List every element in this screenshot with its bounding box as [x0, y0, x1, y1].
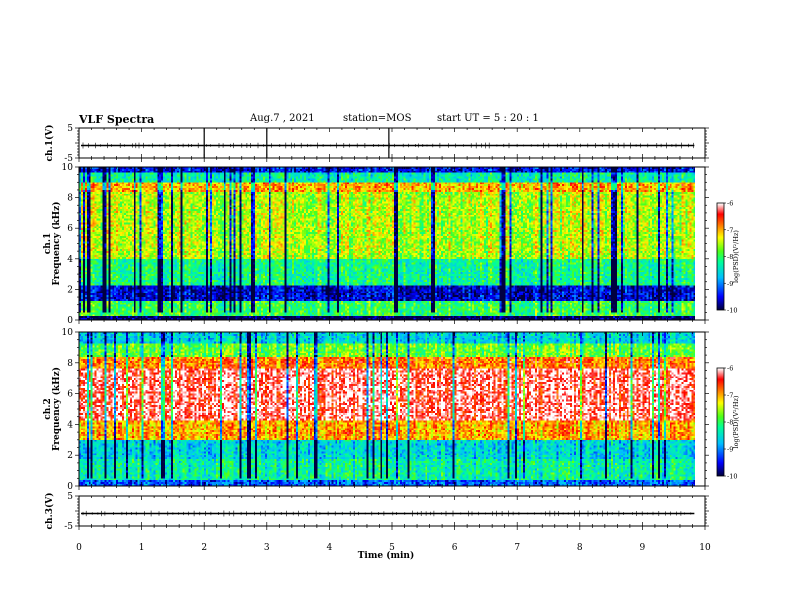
ch2-spectrogram-y-tick-label: 4 [67, 420, 73, 430]
ch3-waveform-y-axis-label: ch.3(V) [44, 493, 55, 530]
ch1-spectrogram-y-tick-label: 8 [67, 194, 73, 204]
ch1-spectrogram-y-axis-label: ch.1 [43, 233, 53, 254]
ch1-spectrogram-y-tick-label: 2 [67, 285, 73, 295]
ch1-waveform-y-tick-label: -5 [64, 154, 73, 164]
ch2-spectrogram-colorbar-tick-label: -6 [727, 365, 733, 373]
ch1-spectrogram-y-tick-label: 6 [67, 224, 73, 234]
ch3-waveform-y-tick-label: -5 [64, 522, 73, 532]
ch1-spectrogram-colorbar-tick-label: -10 [727, 307, 737, 315]
ch2-spectrogram-y-axis-label: ch.2 [43, 398, 53, 419]
ch1-spectrogram-colorbar-label: log(PSD)(V²/Hz) [732, 230, 740, 283]
x-tick-label: 9 [640, 543, 646, 553]
x-tick-label: 0 [76, 543, 82, 553]
ch1-spectrogram-y-axis-label: Frequency (kHz) [51, 201, 62, 285]
x-tick-label: 8 [577, 543, 583, 553]
ch2-spectrogram-colorbar-tick-label: -10 [727, 473, 737, 481]
start-time-label: start UT = 5 : 20 : 1 [437, 113, 539, 124]
ch1-waveform-noise [82, 142, 694, 149]
ch3-waveform-noise [82, 510, 692, 517]
ch1-waveform-y-tick-label: 5 [67, 124, 73, 134]
ch2-spectrogram-colorbar-label: log(PSD)(V²/Hz) [732, 395, 740, 448]
ch2-spectrogram-y-axis-label: Frequency (kHz) [51, 367, 62, 451]
x-tick-label: 2 [201, 543, 207, 553]
ch1-spectrogram-colorbar-tick-label: -6 [727, 200, 733, 208]
ch1-waveform-y-axis-label: ch.1(V) [44, 125, 55, 162]
ch2-spectrogram-y-tick-label: 8 [67, 359, 73, 369]
x-tick-label: 7 [514, 543, 520, 553]
ch1-spectrogram-colorbar [717, 203, 724, 310]
x-tick-label: 3 [264, 543, 270, 553]
ch2-spectrogram-y-tick-label: 0 [67, 482, 73, 492]
ch1-spectrogram-image [79, 167, 705, 320]
station-label: station=MOS [343, 113, 412, 124]
ch1-spectrogram-y-tick-label: 4 [67, 255, 73, 265]
ch1-spectrogram-colorbar-tick-label: -7 [727, 226, 733, 234]
ch1-spectrogram-colorbar-tick-label: -9 [727, 280, 733, 288]
ch2-spectrogram-y-tick-label: 6 [67, 390, 73, 400]
x-tick-label: 1 [139, 543, 145, 553]
ch2-spectrogram-colorbar-tick-label: -8 [727, 419, 733, 427]
x-tick-label: 10 [699, 543, 711, 553]
date-label: Aug.7 , 2021 [250, 113, 315, 124]
ch2-spectrogram-colorbar-tick-label: -9 [727, 446, 733, 454]
ch1-waveform-frame [78, 127, 706, 159]
ch3-waveform-frame [78, 495, 706, 527]
x-tick-label: 6 [452, 543, 458, 553]
ch2-spectrogram-colorbar-tick-label: -7 [727, 392, 733, 400]
chart-title: VLF Spectra [79, 113, 155, 126]
ch1-spectrogram-y-tick-label: 0 [67, 316, 73, 326]
ch3-waveform-y-tick-label: 5 [67, 492, 73, 502]
x-tick-label: 5 [389, 543, 395, 553]
x-tick-label: 4 [327, 543, 333, 553]
ch2-spectrogram-image [79, 332, 705, 486]
ch2-spectrogram-y-tick-label: 2 [67, 451, 73, 461]
ch1-spectrogram-y-tick-label: 10 [62, 163, 74, 173]
ch1-spectrogram-colorbar-tick-label: -8 [727, 253, 733, 261]
ch2-spectrogram-y-tick-label: 10 [62, 328, 74, 338]
ch2-spectrogram-colorbar [717, 368, 724, 476]
x-axis-label: Time (min) [358, 550, 415, 561]
